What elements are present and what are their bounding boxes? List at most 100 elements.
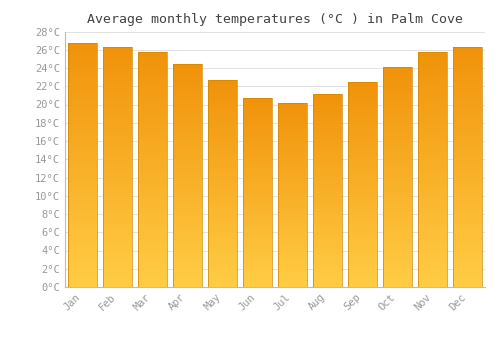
Bar [138, 137, 167, 139]
Bar [243, 198, 272, 200]
Bar [348, 100, 377, 102]
Bar [278, 254, 307, 256]
Bar [278, 165, 307, 167]
Bar [383, 230, 412, 232]
Bar [243, 276, 272, 278]
Bar [313, 94, 342, 287]
Bar [243, 164, 272, 166]
Bar [313, 193, 342, 195]
Bar [208, 84, 237, 86]
Bar [138, 224, 167, 226]
Bar [313, 206, 342, 208]
Bar [278, 252, 307, 254]
Bar [383, 203, 412, 206]
Bar [383, 212, 412, 215]
Bar [453, 177, 482, 179]
Bar [208, 274, 237, 277]
Bar [348, 285, 377, 287]
Bar [103, 102, 132, 105]
Bar [383, 126, 412, 129]
Bar [138, 69, 167, 71]
Bar [208, 181, 237, 183]
Bar [383, 150, 412, 153]
Bar [278, 259, 307, 261]
Bar [68, 92, 97, 94]
Bar [138, 88, 167, 90]
Bar [453, 244, 482, 246]
Bar [208, 262, 237, 264]
Bar [208, 241, 237, 244]
Bar [278, 232, 307, 233]
Bar [173, 200, 202, 202]
Bar [383, 100, 412, 102]
Bar [103, 155, 132, 158]
Bar [173, 216, 202, 218]
Bar [383, 219, 412, 221]
Bar [243, 255, 272, 257]
Bar [348, 233, 377, 236]
Bar [313, 237, 342, 239]
Bar [103, 179, 132, 181]
Bar [68, 75, 97, 77]
Bar [453, 239, 482, 241]
Bar [383, 107, 412, 109]
Bar [138, 203, 167, 205]
Bar [313, 125, 342, 127]
Bar [313, 142, 342, 145]
Bar [208, 273, 237, 274]
Bar [453, 97, 482, 100]
Bar [383, 69, 412, 71]
Bar [208, 109, 237, 111]
Bar [208, 268, 237, 271]
Bar [313, 185, 342, 187]
Bar [418, 207, 447, 210]
Bar [173, 254, 202, 256]
Bar [418, 170, 447, 172]
Bar [348, 215, 377, 217]
Bar [243, 151, 272, 153]
Bar [313, 231, 342, 233]
Bar [453, 69, 482, 71]
Bar [453, 282, 482, 285]
Bar [208, 188, 237, 190]
Bar [383, 96, 412, 98]
Bar [278, 226, 307, 228]
Bar [418, 278, 447, 280]
Bar [313, 145, 342, 146]
Bar [138, 158, 167, 160]
Bar [348, 275, 377, 277]
Bar [173, 194, 202, 196]
Bar [453, 80, 482, 83]
Bar [103, 232, 132, 234]
Bar [418, 97, 447, 99]
Bar [418, 271, 447, 273]
Bar [173, 238, 202, 240]
Bar [103, 97, 132, 100]
Bar [138, 181, 167, 184]
Bar [418, 254, 447, 257]
Bar [278, 268, 307, 271]
Bar [243, 185, 272, 187]
Bar [313, 210, 342, 212]
Bar [68, 221, 97, 224]
Bar [103, 251, 132, 253]
Bar [208, 196, 237, 198]
Bar [313, 214, 342, 216]
Bar [348, 90, 377, 92]
Bar [138, 233, 167, 236]
Bar [313, 260, 342, 262]
Bar [243, 225, 272, 226]
Bar [383, 285, 412, 287]
Bar [208, 165, 237, 167]
Bar [453, 251, 482, 253]
Bar [383, 122, 412, 124]
Bar [138, 278, 167, 280]
Bar [208, 148, 237, 150]
Bar [243, 195, 272, 196]
Bar [173, 129, 202, 131]
Bar [138, 196, 167, 198]
Bar [383, 199, 412, 201]
Bar [103, 114, 132, 117]
Bar [103, 194, 132, 196]
Bar [418, 151, 447, 153]
